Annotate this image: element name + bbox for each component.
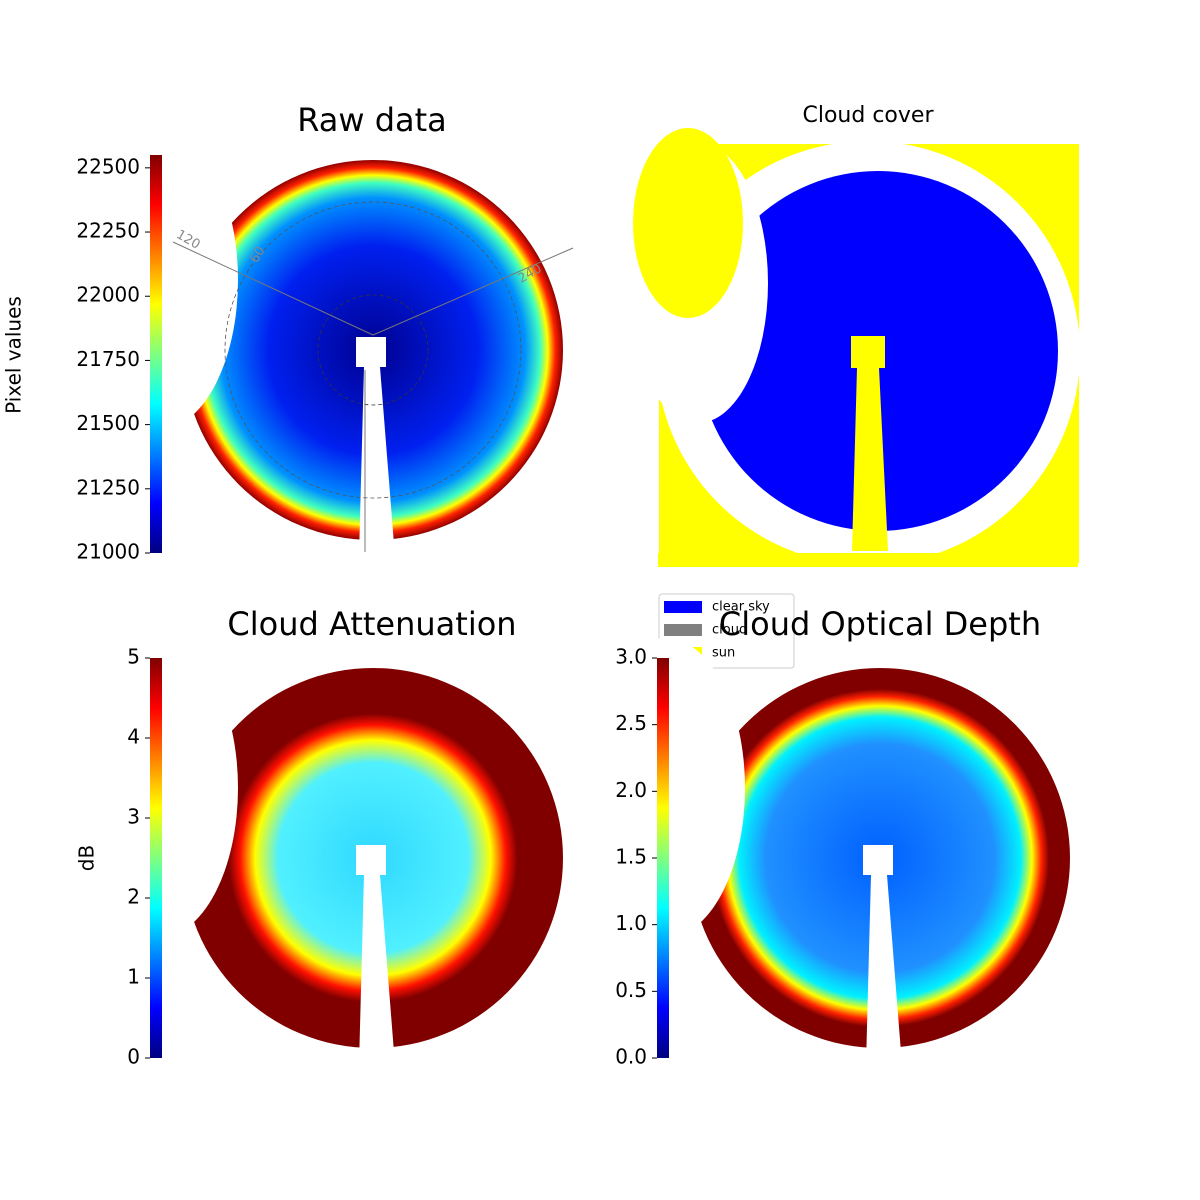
sun-region bbox=[851, 336, 888, 551]
camera-arm bbox=[356, 845, 395, 1065]
panel-title: Cloud Attenuation bbox=[227, 605, 516, 643]
colorbar bbox=[150, 658, 162, 1058]
colorbar-tick-label: 21000 bbox=[76, 540, 140, 564]
polar-spoke bbox=[372, 247, 574, 336]
polar-grid bbox=[224, 201, 522, 499]
polar-label: 60 bbox=[247, 244, 268, 266]
colorbar-tick-label: 3.0 bbox=[615, 645, 647, 669]
colorbar-tick-label: 5 bbox=[127, 645, 140, 669]
colorbar-tick-label: 22500 bbox=[76, 154, 140, 178]
camera-arm bbox=[863, 845, 902, 1065]
polar-spoke bbox=[172, 241, 374, 336]
colorbar-tick-label: 2.0 bbox=[615, 778, 647, 802]
colorbar-tick-label: 2.5 bbox=[615, 711, 647, 735]
legend-label: clear sky bbox=[712, 600, 770, 615]
legend-label: sun bbox=[712, 646, 735, 661]
colorbar-tick-label: 4 bbox=[127, 725, 140, 749]
colorbar-label: Pixel values bbox=[2, 296, 26, 414]
colorbar-tick-label: 21750 bbox=[76, 347, 140, 371]
legend-swatch bbox=[664, 624, 702, 636]
cloud-region bbox=[633, 128, 743, 318]
mask-cutout bbox=[658, 553, 1078, 567]
colorbar-tick-label: 1.5 bbox=[615, 845, 647, 869]
colorbar-tick-label: 0.5 bbox=[615, 978, 647, 1002]
colorbar bbox=[150, 155, 162, 553]
colorbar-tick-label: 1.0 bbox=[615, 911, 647, 935]
camera-arm bbox=[356, 337, 395, 557]
colorbar-tick-label: 3 bbox=[127, 805, 140, 829]
colorbar-tick-label: 22250 bbox=[76, 219, 140, 243]
polar-grid bbox=[317, 294, 429, 406]
colorbar-tick-label: 21500 bbox=[76, 411, 140, 435]
colorbar-tick-label: 21250 bbox=[76, 475, 140, 499]
colorbar-tick-label: 2 bbox=[127, 885, 140, 909]
colorbar-label: dB bbox=[75, 845, 99, 871]
legend-swatch bbox=[664, 601, 702, 613]
colorbar-tick-label: 0 bbox=[127, 1045, 140, 1069]
colorbar-tick-label: 22000 bbox=[76, 283, 140, 307]
panel-title: Raw data bbox=[297, 101, 447, 139]
panel-title: Cloud Optical Depth bbox=[719, 605, 1041, 643]
colorbar bbox=[657, 658, 669, 1058]
legend-label: cloud bbox=[712, 623, 747, 638]
panel-title: Cloud cover bbox=[803, 103, 935, 128]
colorbar-tick-label: 0.0 bbox=[615, 1045, 647, 1069]
colorbar-tick-label: 1 bbox=[127, 965, 140, 989]
